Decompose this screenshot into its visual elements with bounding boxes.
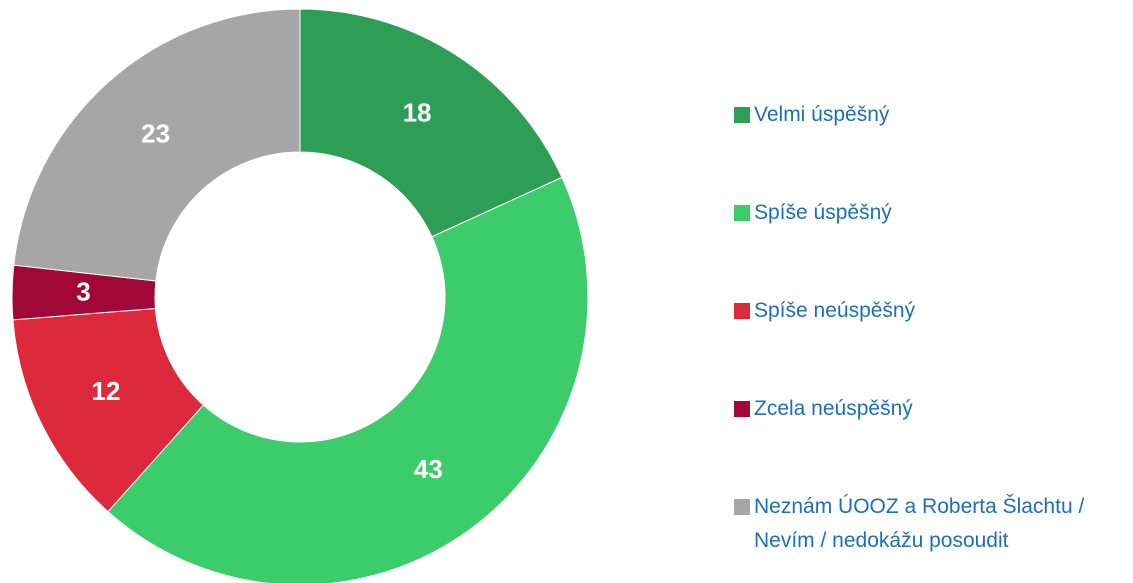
data-label: 18 — [403, 98, 432, 128]
legend-swatch — [734, 107, 750, 123]
legend-label: Neznám ÚOOZ a Roberta Šlachtu / Nevím / … — [754, 495, 1085, 552]
legend-item: Neznám ÚOOZ a Roberta Šlachtu / Nevím / … — [734, 490, 1129, 558]
legend-label: Spíše úspěšný — [754, 201, 892, 224]
legend-swatch — [734, 303, 750, 319]
data-label: 12 — [92, 376, 121, 406]
legend-item: Spíše neúspěšný — [734, 294, 1129, 328]
legend-label: Zcela neúspěšný — [754, 397, 913, 420]
legend-item: Zcela neúspěšný — [734, 392, 1129, 426]
legend-label: Velmi úspěšný — [754, 103, 890, 126]
legend-item: Spíše úspěšný — [734, 196, 1129, 230]
chart: 18 43 12 3 23 — [11, 8, 589, 583]
legend-swatch — [734, 205, 750, 221]
donut-segment — [13, 8, 301, 282]
legend-item: Velmi úspěšný — [734, 98, 1129, 132]
legend-label: Spíše neúspěšný — [754, 299, 916, 322]
legend-swatch — [734, 401, 750, 417]
donut-segment — [107, 176, 589, 583]
legend-swatch — [734, 499, 750, 515]
donut-segment — [299, 8, 563, 238]
data-label: 23 — [141, 119, 170, 149]
data-label: 43 — [414, 454, 443, 484]
data-label: 3 — [76, 276, 90, 306]
